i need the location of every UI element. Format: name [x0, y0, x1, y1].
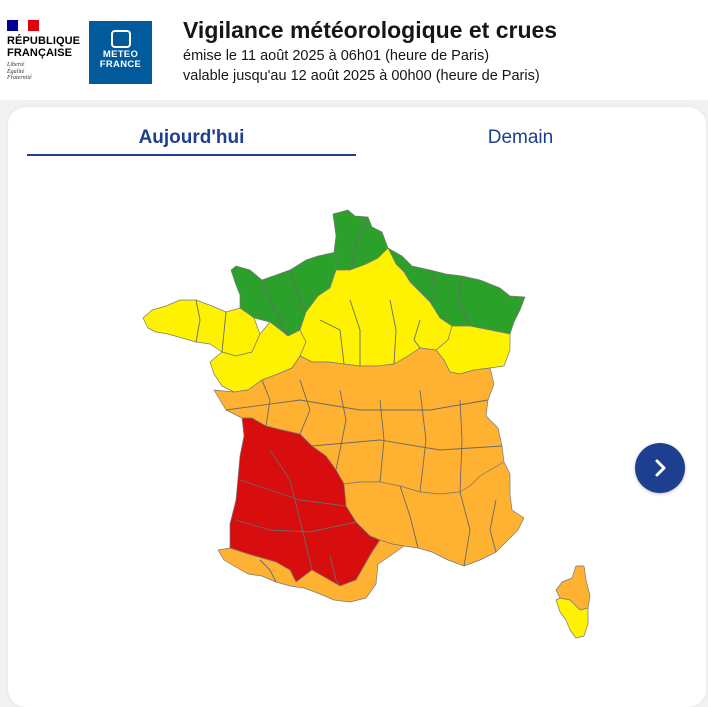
- next-map-button[interactable]: [635, 443, 685, 493]
- department-boundaries: [195, 216, 503, 587]
- issued-date: émise le 11 août 2025 à 06h01 (heure de …: [183, 48, 490, 64]
- republique-francaise-logo: RÉPUBLIQUE FRANÇAISE Liberté Égalité Fra…: [7, 20, 81, 86]
- republique-motto: Liberté Égalité Fraternité: [7, 62, 32, 81]
- tab-selected-indicator: [27, 154, 356, 156]
- page-title: Vigilance météorologique et crues: [183, 17, 558, 43]
- republique-francaise-name: RÉPUBLIQUE FRANÇAISE: [7, 35, 81, 59]
- tab-tomorrow[interactable]: Demain: [487, 127, 554, 148]
- chevron-right-icon: [655, 459, 666, 477]
- vigilance-map[interactable]: [0, 0, 708, 678]
- zone-corse-du-sud[interactable]: [555, 597, 589, 639]
- valid-until-date: valable jusqu'au 12 août 2025 à 00h00 (h…: [183, 68, 540, 84]
- meteo-france-logo: METEO FRANCE: [89, 21, 152, 84]
- french-flag-icon: [7, 20, 40, 31]
- meteo-france-emblem-icon: [110, 30, 131, 48]
- header: RÉPUBLIQUE FRANÇAISE Liberté Égalité Fra…: [0, 0, 708, 100]
- tab-today[interactable]: Aujourd'hui: [138, 127, 245, 148]
